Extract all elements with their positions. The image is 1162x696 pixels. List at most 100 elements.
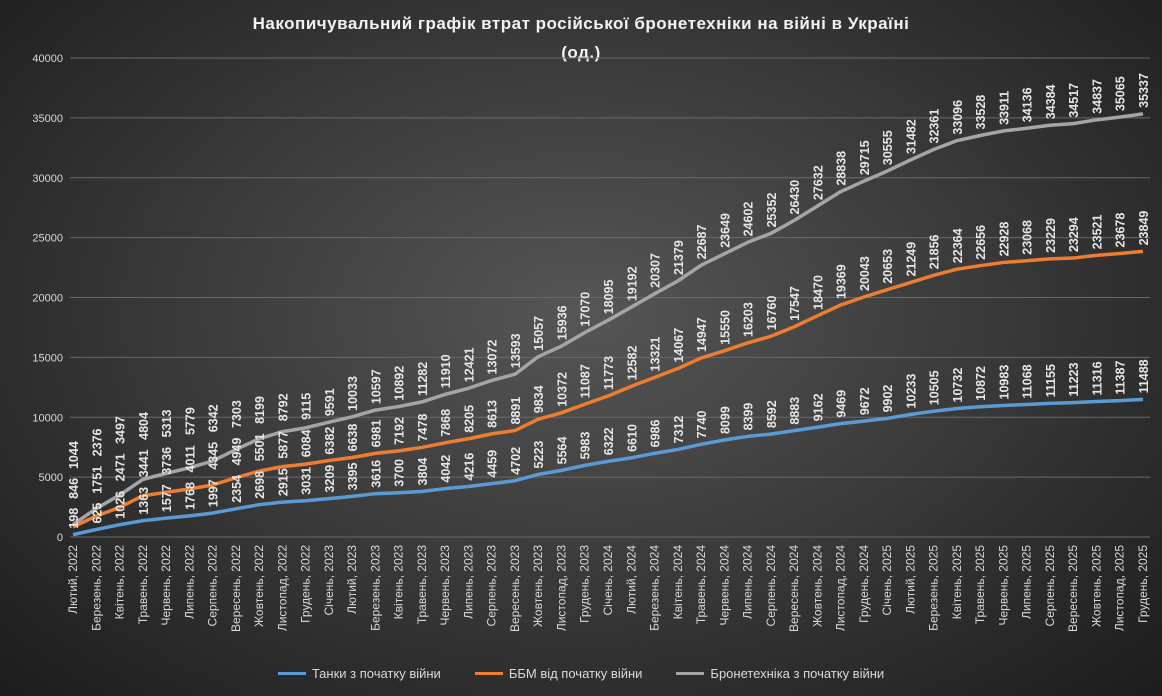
data-label: 11223	[1067, 362, 1081, 396]
data-label: 11068	[1021, 364, 1035, 398]
x-tick-label: Липень, 2023	[461, 545, 475, 619]
data-label: 8883	[788, 397, 802, 425]
data-label: 23649	[718, 213, 732, 248]
x-tick-label: Жовтень, 2025	[1089, 545, 1103, 627]
data-label: 198	[67, 508, 81, 529]
data-label: 23229	[1044, 218, 1058, 253]
data-label: 25352	[765, 193, 779, 228]
data-label: 10597	[369, 369, 383, 404]
x-tick-label: Грудень, 2023	[578, 545, 592, 623]
data-label: 10732	[951, 368, 965, 403]
data-label: 11387	[1114, 361, 1128, 395]
data-label: 16760	[765, 295, 779, 330]
data-label: 6638	[346, 424, 360, 452]
x-tick-label: Вересень, 2022	[229, 545, 243, 632]
data-label: 13072	[486, 340, 500, 375]
data-label: 17547	[788, 286, 802, 321]
data-label: 3031	[300, 467, 314, 495]
data-label: 3804	[416, 458, 430, 486]
data-label: 4702	[509, 447, 523, 475]
data-label: 9672	[858, 387, 872, 415]
data-label: 8613	[486, 400, 500, 428]
data-label: 1044	[67, 441, 81, 469]
data-label: 4345	[207, 442, 221, 470]
x-tick-label: Грудень, 2022	[299, 545, 313, 623]
x-tick-label: Серпень, 2023	[485, 545, 499, 627]
data-label: 2698	[253, 471, 267, 499]
data-label: 5564	[555, 437, 569, 465]
data-label: 35337	[1137, 73, 1151, 108]
data-label: 3209	[323, 465, 337, 493]
legend-label: Танки з початку війни	[311, 666, 441, 681]
data-label: 8399	[742, 403, 756, 431]
data-label: 28838	[835, 151, 849, 186]
x-tick-label: Квітень, 2023	[392, 545, 406, 620]
data-label: 16203	[742, 302, 756, 337]
x-tick-label: Червень, 2025	[996, 545, 1010, 626]
data-label: 4949	[230, 438, 244, 466]
x-tick-label: Січень, 2023	[322, 545, 336, 616]
data-label: 5779	[183, 407, 197, 435]
data-label: 29715	[858, 140, 872, 175]
data-label: 20653	[881, 249, 895, 284]
y-tick-label: 30000	[32, 173, 63, 185]
y-tick-label: 20000	[32, 293, 63, 305]
data-label: 10233	[904, 374, 918, 409]
data-label: 31482	[904, 119, 918, 154]
legend-swatch	[277, 672, 306, 675]
data-label: 2471	[114, 453, 128, 481]
y-tick-label: 25000	[32, 233, 63, 245]
data-label: 18095	[602, 280, 616, 315]
data-label: 21249	[904, 242, 918, 277]
x-tick-label: Березень, 2025	[927, 545, 941, 631]
data-label: 3616	[369, 460, 383, 488]
data-label: 21856	[928, 234, 942, 269]
data-label: 6084	[300, 429, 314, 457]
data-label: 15550	[718, 310, 732, 345]
data-label: 8792	[276, 393, 290, 421]
x-tick-label: Травень, 2025	[973, 545, 987, 624]
data-label: 22928	[997, 222, 1011, 257]
legend-swatch	[676, 672, 705, 675]
data-label: 11488	[1137, 359, 1151, 393]
legend-item-armor: Бронетехніка з початку війни	[676, 666, 884, 681]
legend: Танки з початку війни ББМ від початку ві…	[0, 666, 1162, 681]
x-tick-label: Серпень, 2024	[764, 545, 778, 627]
x-tick-label: Червень, 2022	[159, 545, 173, 626]
data-label: 33096	[951, 100, 965, 135]
x-tick-label: Квітень, 2022	[113, 545, 127, 620]
data-label: 7478	[416, 414, 430, 442]
data-label: 23068	[1021, 220, 1035, 255]
y-tick-label: 0	[57, 532, 63, 544]
data-label: 5501	[253, 433, 267, 461]
data-label: 10983	[997, 365, 1011, 400]
data-label: 13593	[509, 333, 523, 368]
data-label: 23294	[1067, 217, 1081, 252]
x-tick-label: Вересень, 2024	[787, 545, 801, 632]
data-label: 2376	[90, 428, 104, 456]
data-label: 6382	[323, 427, 337, 455]
data-label: 9902	[881, 385, 895, 413]
x-tick-label: Вересень, 2025	[1066, 545, 1080, 632]
x-tick-label: Лютий, 2025	[903, 545, 917, 614]
x-tick-label: Листопад, 2023	[554, 545, 568, 631]
data-label: 14067	[672, 328, 686, 363]
data-label: 17070	[579, 292, 593, 327]
data-label: 3700	[393, 459, 407, 487]
data-label: 1363	[137, 487, 151, 515]
data-label: 625	[90, 503, 104, 524]
data-label: 1997	[207, 479, 221, 507]
legend-item-tanks: Танки з початку війни	[277, 666, 441, 681]
series-line-0	[72, 397, 1144, 537]
x-tick-label: Листопад, 2024	[834, 545, 848, 631]
data-label: 7312	[672, 416, 686, 444]
data-label: 6322	[602, 427, 616, 455]
data-label: 34517	[1067, 83, 1081, 118]
data-label: 1026	[114, 491, 128, 519]
series-line-1	[72, 249, 1144, 529]
data-label: 11282	[416, 362, 430, 396]
x-tick-label: Лютий, 2022	[66, 545, 80, 614]
data-label: 11087	[579, 364, 593, 398]
y-tick-label: 35000	[32, 113, 63, 125]
